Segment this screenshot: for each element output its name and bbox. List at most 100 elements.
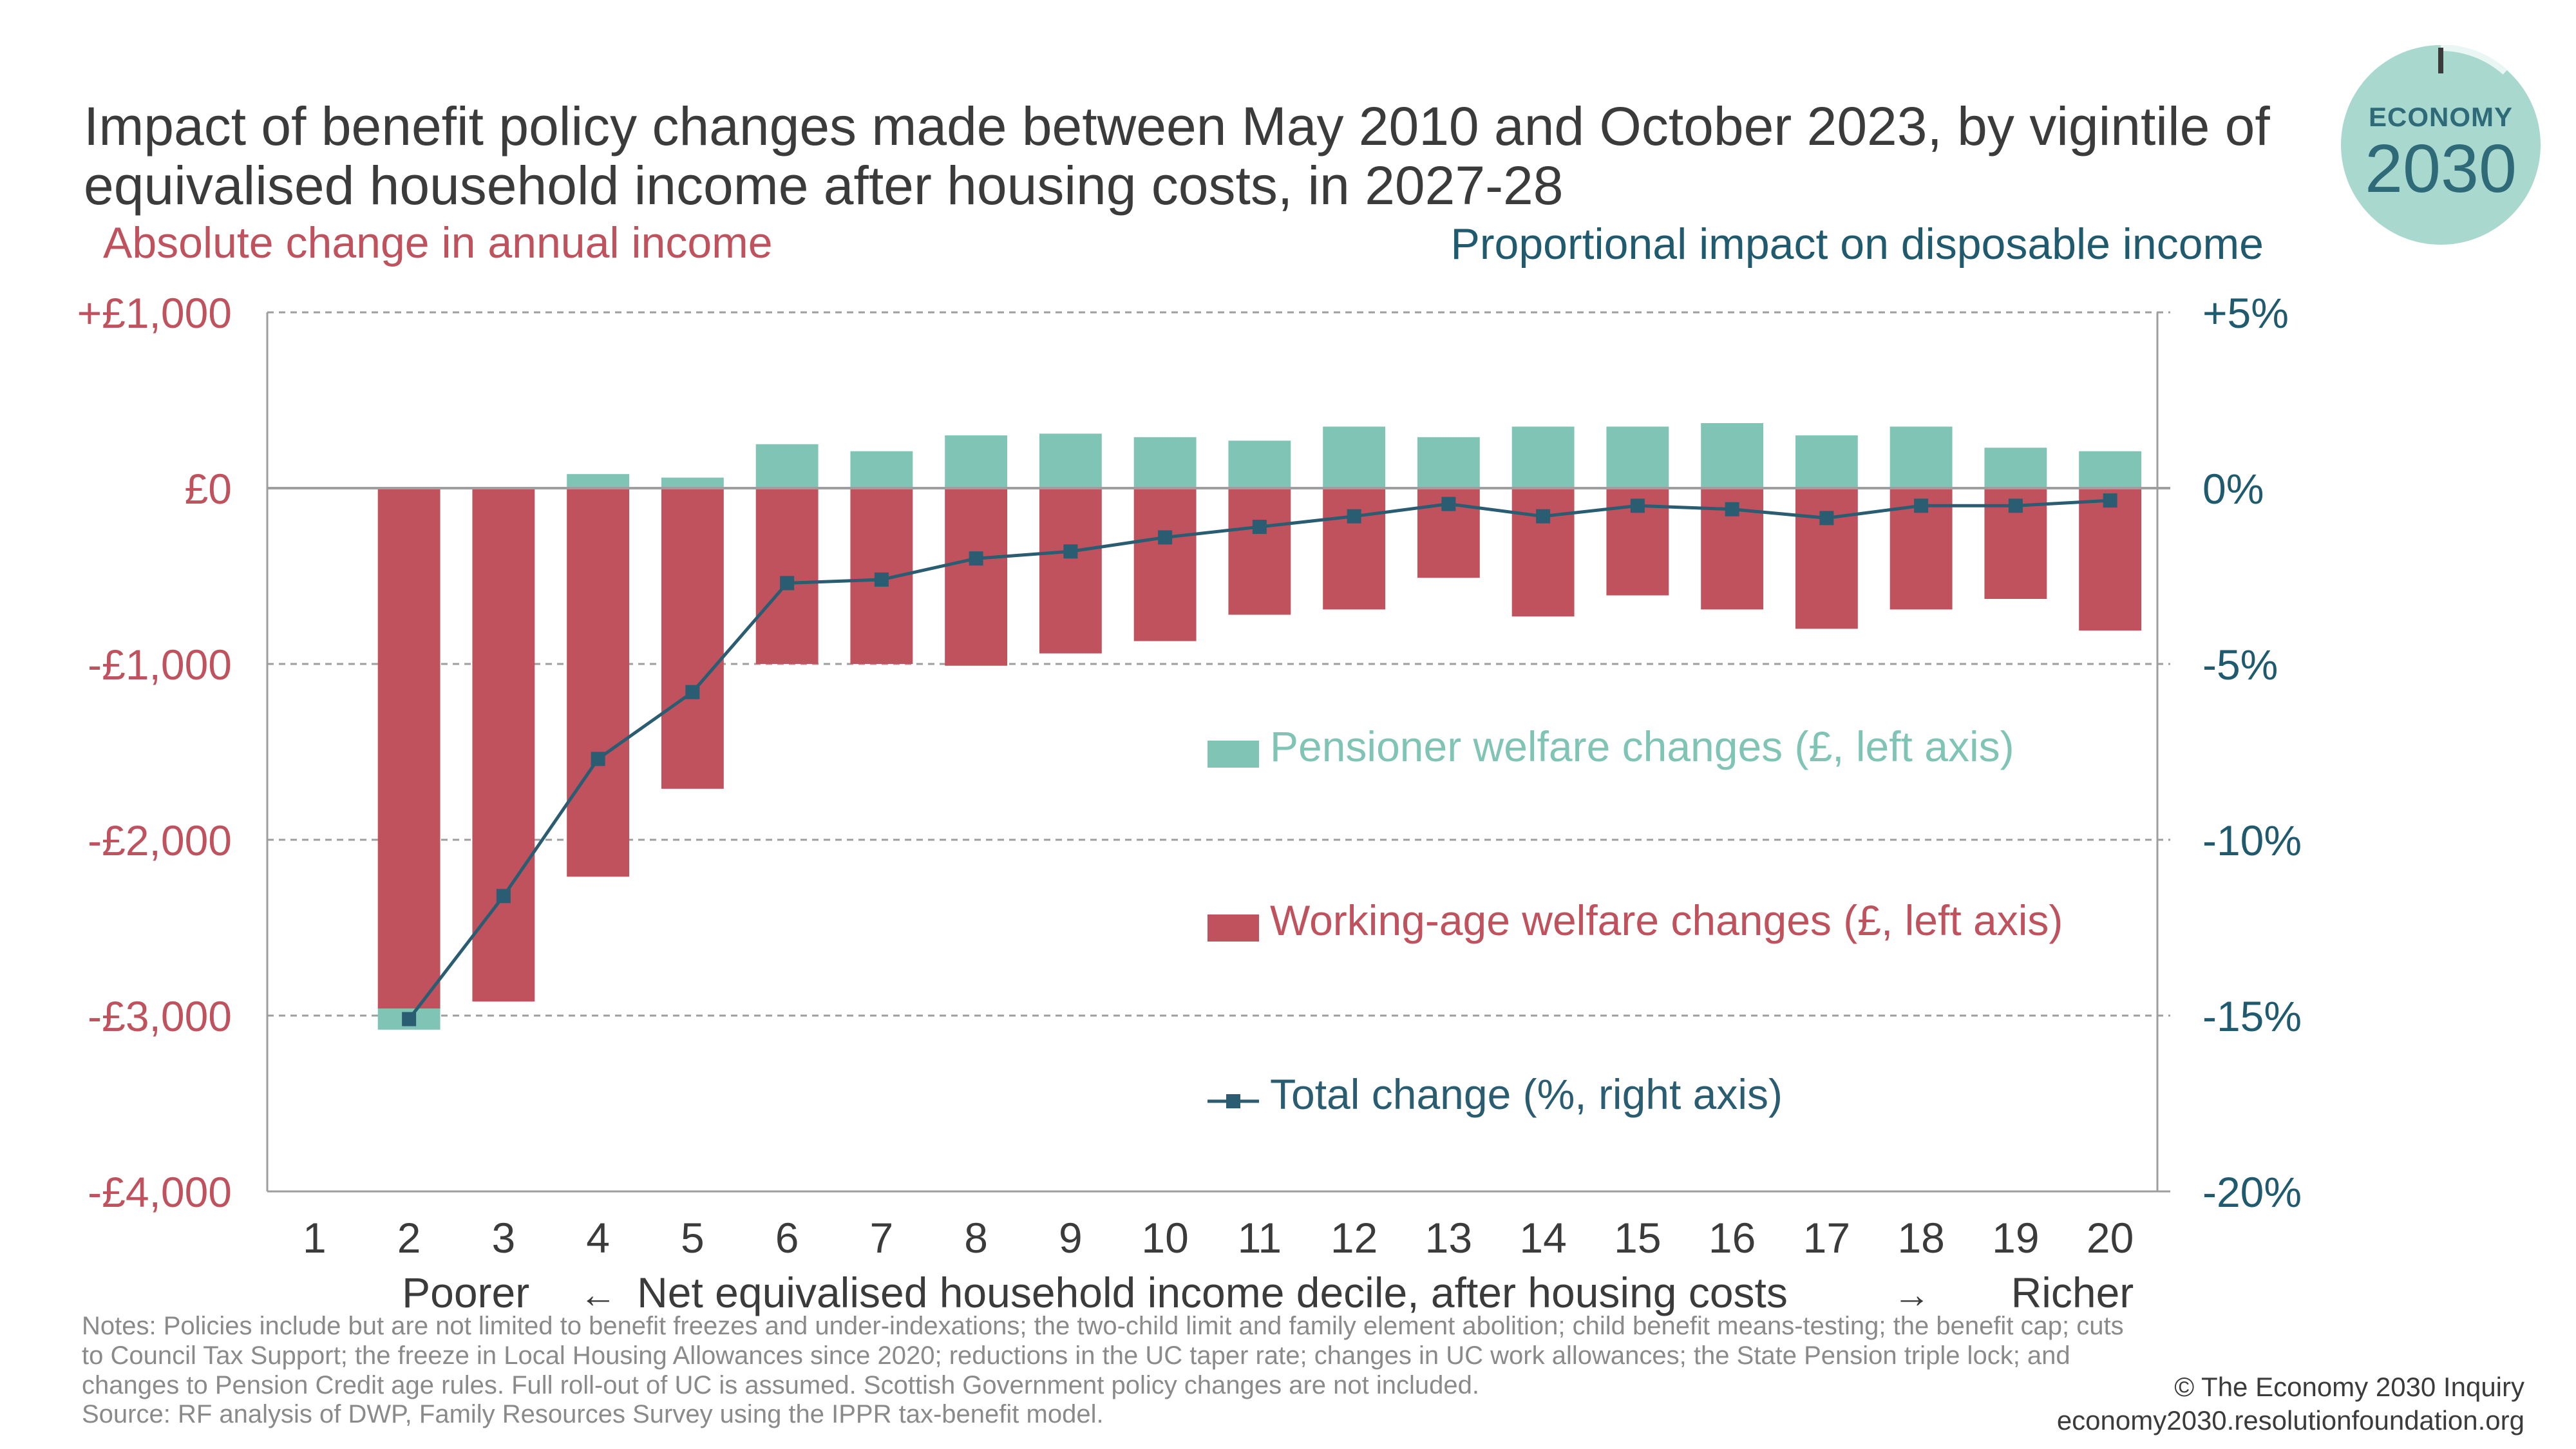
x-tick-label: 16 [1709,1214,1756,1262]
bar-pensioner [945,435,1008,488]
total-change-marker [1914,498,1929,513]
bar-pensioner [1606,426,1669,488]
total-change-marker [1347,509,1361,524]
legend-label-total: Total change (%, right axis) [1270,1070,1783,1118]
total-change-marker [2008,498,2023,513]
left-tick-label: -£1,000 [88,641,232,688]
bar-working-age [1133,488,1197,641]
bar-working-age [567,488,630,877]
legend-swatch-pensioner [1208,741,1259,768]
x-axis-title: Net equivalised household income decile,… [637,1269,1788,1316]
logo-year: 2030 [2365,131,2517,207]
total-change-marker [1063,544,1078,559]
bar-pensioner [1984,448,2047,488]
x-label-richer: Richer [2011,1269,2134,1316]
total-change-marker [1725,502,1739,516]
bar-pensioner [1039,433,1102,488]
x-tick-label: 3 [492,1214,516,1262]
x-tick-label: 17 [1803,1214,1850,1262]
right-tick-label: 0% [2202,465,2264,513]
x-label-right-arrow: → [1893,1274,1930,1316]
bar-pensioner [661,477,724,488]
bar-working-age [945,488,1008,666]
total-change-marker [402,1012,417,1027]
left-axis-title: Absolute change in annual income [103,218,773,267]
total-change-marker [2103,493,2117,508]
bar-pensioner [1133,437,1197,488]
bar-pensioner [850,451,913,488]
total-change-marker [685,685,700,699]
bar-working-age [2079,488,2142,631]
x-tick-label: 4 [586,1214,610,1262]
x-tick-label: 12 [1331,1214,1378,1262]
left-tick-label: -£4,000 [88,1168,232,1216]
bar-working-age [1039,488,1102,654]
x-tick-label: 1 [303,1214,327,1262]
x-tick-label: 8 [964,1214,988,1262]
logo-word: ECONOMY [2368,102,2513,132]
left-tick-label: -£3,000 [88,992,232,1040]
total-change-marker [1441,497,1456,511]
x-tick-label: 19 [1992,1214,2039,1262]
x-tick-label: 7 [870,1214,894,1262]
bar-working-age [661,488,724,789]
bar-pensioner [1889,426,1953,488]
x-tick-label: 14 [1519,1214,1566,1262]
x-tick-label: 20 [2087,1214,2134,1262]
right-tick-label: -20% [2202,1168,2302,1216]
right-tick-label: -10% [2202,817,2302,864]
bar-working-age [472,488,535,1002]
credit-line-1: © The Economy 2030 Inquiry [2174,1372,2524,1402]
right-tick-label: -5% [2202,641,2278,688]
x-tick-label: 6 [775,1214,799,1262]
bar-pensioner [1323,426,1386,488]
x-tick-label: 2 [397,1214,421,1262]
total-change-marker [1158,530,1173,545]
bar-pensioner [1228,440,1291,488]
total-change-marker [496,889,511,904]
x-tick-label: 9 [1059,1214,1083,1262]
logo-circle-icon [2341,44,2541,245]
bar-pensioner [1417,437,1480,488]
legend-swatch-working-age [1208,914,1259,942]
bar-working-age [1795,488,1858,629]
right-axis-title: Proportional impact on disposable income [1450,220,2264,269]
left-tick-label: -£2,000 [88,817,232,864]
credit: © The Economy 2030 Inquiry economy2030.r… [2057,1370,2524,1437]
total-change-marker [1252,520,1267,535]
x-label-left-arrow: ← [580,1274,617,1316]
chart-notes: Notes: Policies include but are not limi… [82,1312,2124,1399]
bar-working-age [1511,488,1575,617]
x-label-poorer: Poorer [402,1269,529,1316]
bar-pensioner [2079,451,2142,488]
total-change-marker [874,572,889,587]
total-change-marker [1819,511,1834,526]
chart-source: Source: RF analysis of DWP, Family Resou… [82,1400,1104,1428]
x-tick-label: 18 [1897,1214,1944,1262]
left-tick-label: +£1,000 [77,289,232,337]
bar-working-age [377,488,440,1009]
right-tick-label: +5% [2202,289,2289,337]
bar-pensioner [1701,422,1764,488]
total-change-marker [1630,498,1645,513]
chart-title: Impact of benefit policy changes made be… [84,96,2270,216]
legend-marker-total [1226,1094,1240,1108]
economy-2030-logo: ECONOMY 2030 [2341,44,2541,245]
x-tick-label: 5 [681,1214,705,1262]
bar-working-age [1323,488,1386,610]
x-tick-label: 10 [1141,1214,1188,1262]
legend-label-working-age: Working-age welfare changes (£, left axi… [1270,896,2063,944]
right-tick-label: -15% [2202,992,2302,1040]
total-change-marker [1536,509,1551,524]
total-change-marker [591,752,605,766]
x-tick-label: 15 [1614,1214,1661,1262]
total-change-marker [969,551,983,566]
x-tick-label: 13 [1425,1214,1472,1262]
left-tick-label: £0 [185,465,232,513]
bar-pensioner [1795,435,1858,488]
bar-working-age [1228,488,1291,615]
x-tick-label: 11 [1238,1214,1282,1262]
bar-pensioner [1511,426,1575,488]
bar-pensioner [755,444,819,488]
